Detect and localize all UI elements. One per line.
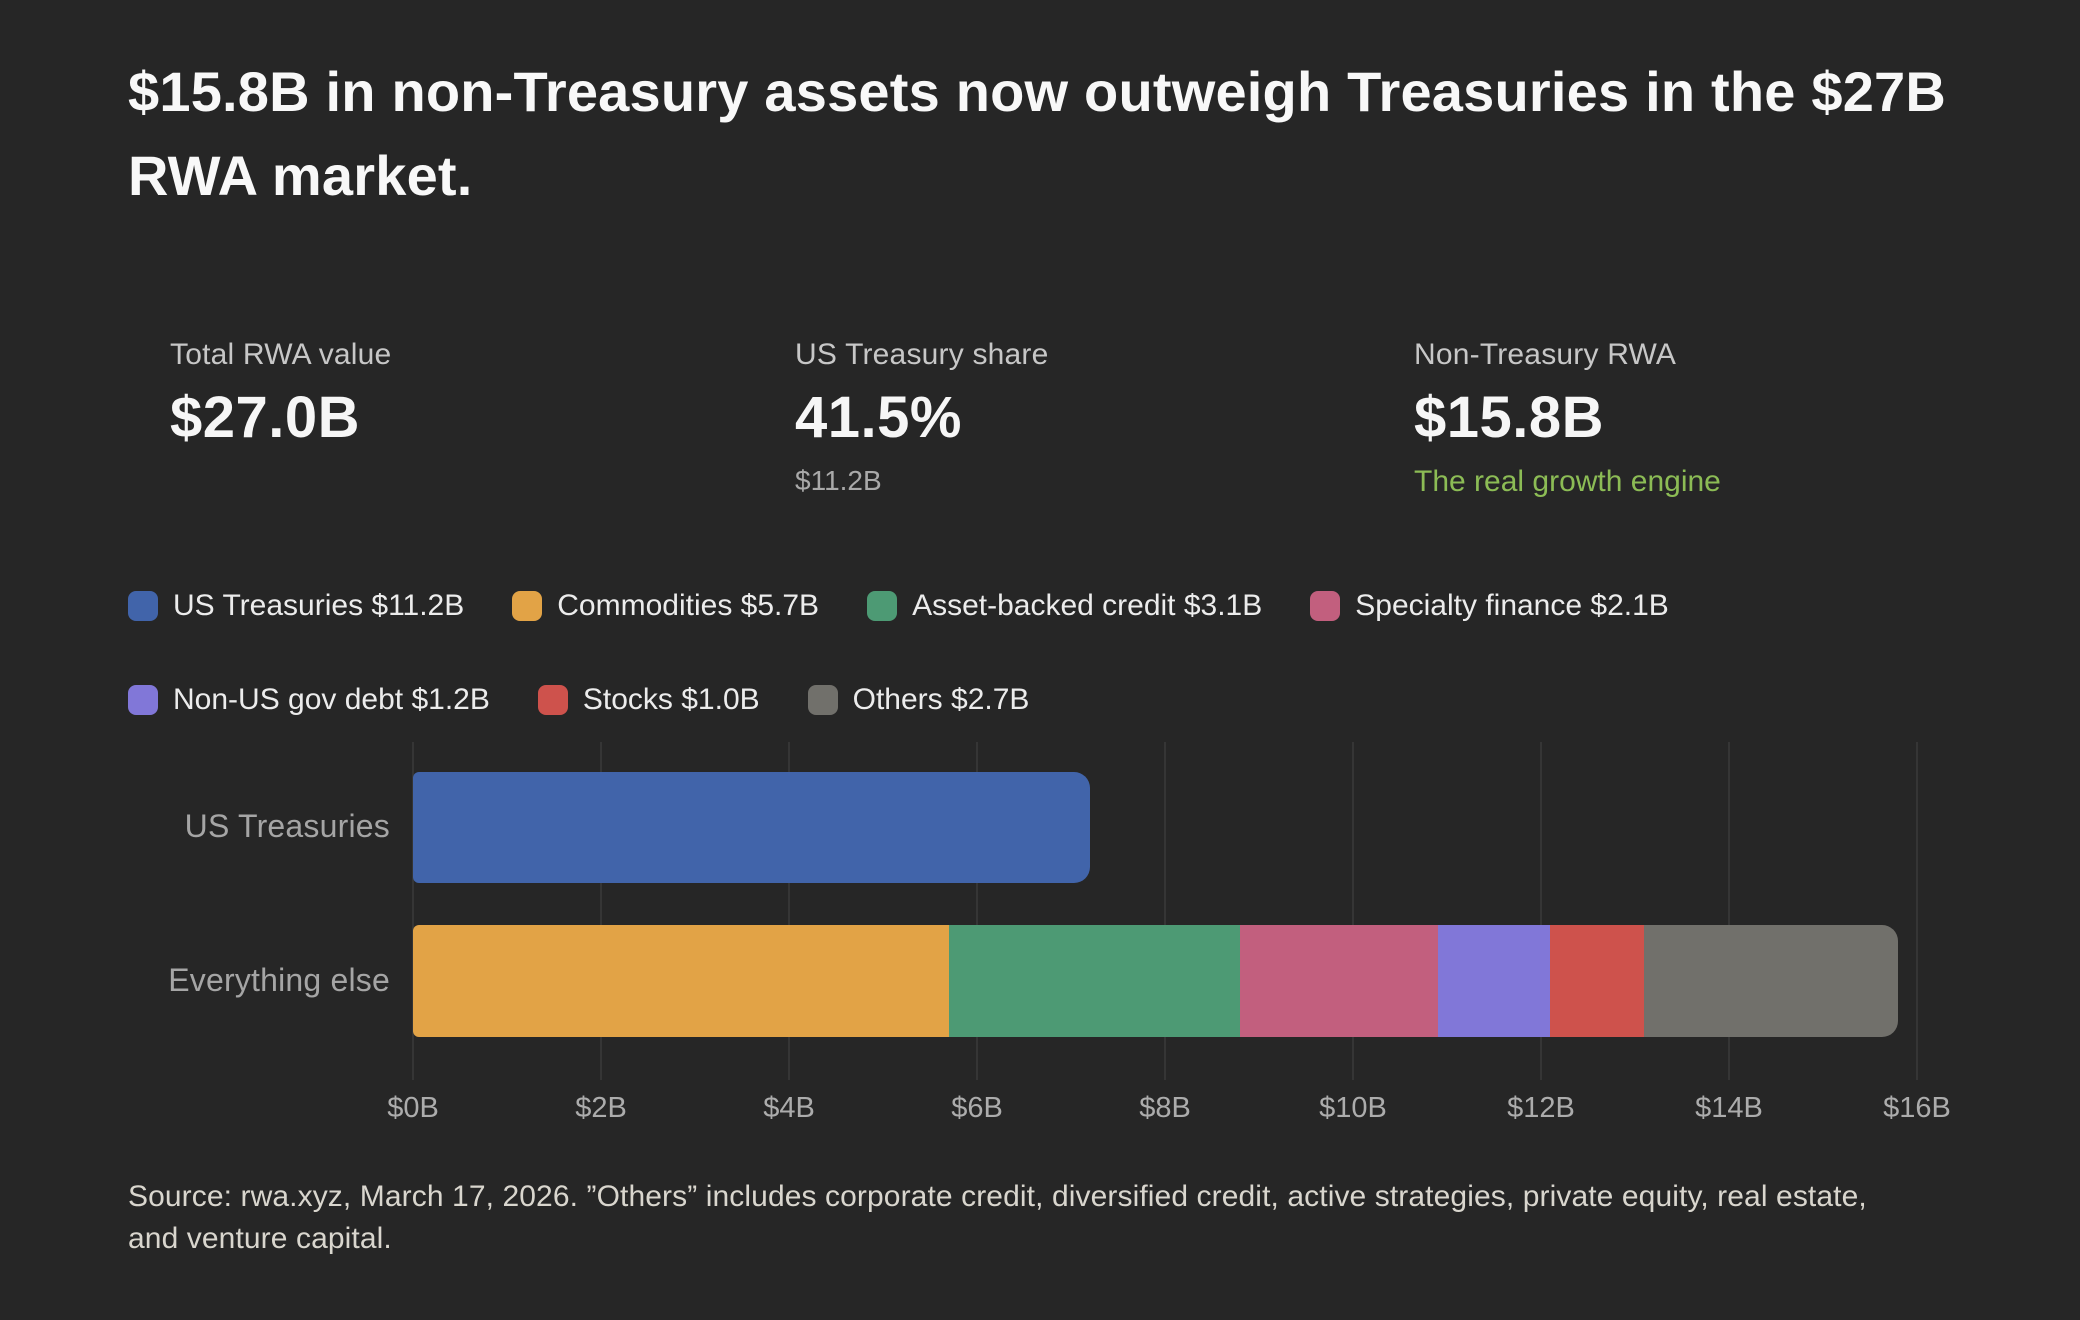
bar-segment-stocks [1550, 925, 1645, 1037]
stat-non-treasury-rwa: Non-Treasury RWA $15.8B The real growth … [1414, 338, 1721, 499]
legend-item-stocks-1-0b: Stocks $1.0B [537, 683, 760, 717]
row-label-us-treasuries: US Treasuries [184, 808, 390, 844]
x-axis-tick-label: $12B [1507, 1092, 1575, 1124]
bar-segment-commodities [413, 925, 949, 1037]
legend-label: Specialty finance $2.1B [1355, 589, 1669, 622]
plot-area [412, 742, 1918, 1080]
x-axis-labels: $0B $2B $4B $6B $8B $10B $12B $14B $16B [387, 1092, 1951, 1132]
bar-segment-others [1644, 925, 1899, 1037]
legend-item-asset-backed-credit-3-1b: Asset-backed credit $3.1B [867, 589, 1262, 623]
gridline [976, 742, 978, 1080]
gridline [1728, 742, 1730, 1080]
stat-value-total-rwa: $27.0B [170, 385, 361, 450]
x-axis-tick-label: $2B [575, 1092, 627, 1124]
stat-value-non-treasury: $15.8B [1414, 385, 1605, 450]
bar-everything-else [413, 925, 1899, 1037]
legend-swatch [807, 685, 838, 715]
gridline [1540, 742, 1542, 1080]
stat-label-non-treasury: Non-Treasury RWA [1414, 338, 1677, 371]
legend-label: Asset-backed credit $3.1B [912, 589, 1263, 622]
legend-label: Others $2.7B [852, 683, 1030, 716]
chart-legend: US Treasuries $11.2B Commodities $5.7B Ass… [128, 588, 1669, 718]
gridline [1916, 742, 1918, 1080]
stat-sub-growth-engine: The real growth engine [1414, 465, 1721, 498]
gridline [600, 742, 602, 1080]
legend-item-others-2-7b: Others $2.7B [807, 683, 1030, 717]
chart-title: $15.8B in non-Treasury assets now outwei… [128, 60, 1947, 207]
legend-label: US Treasuries $11.2B [173, 589, 465, 622]
x-axis-tick-label: $6B [951, 1092, 1003, 1124]
legend-label: Stocks $1.0B [582, 683, 760, 716]
legend-row-1: US Treasuries $11.2B Commodities $5.7B Ass… [128, 588, 1669, 624]
legend-label: Commodities $5.7B [557, 589, 820, 622]
x-axis-tick-label: $16B [1883, 1092, 1951, 1124]
stat-label-treasury-share: US Treasury share [795, 338, 1049, 371]
legend-swatch [537, 685, 568, 715]
legend-swatch [512, 591, 543, 621]
row-label-everything-else: Everything else [168, 962, 390, 998]
legend-swatch [1310, 591, 1341, 621]
stat-value-treasury-share: 41.5% [795, 385, 962, 450]
legend-swatch [128, 685, 158, 715]
gridline [1352, 742, 1354, 1080]
bar-segment-asset-backed-credit [948, 925, 1241, 1037]
legend-item-us-treasuries-11-2b: US Treasuries $11.2B [128, 589, 464, 623]
stat-total-rwa-value: Total RWA value $27.0B [170, 338, 391, 451]
legend-item-specialty-finance-2-1b: Specialty finance $2.1B [1310, 589, 1669, 623]
legend-item-non-us-gov-debt-1-2b: Non-US gov debt $1.2B [128, 683, 490, 717]
legend-swatch [867, 591, 898, 621]
x-axis-tick-label: $8B [1139, 1092, 1191, 1124]
bar-segment-non-us-gov-debt [1437, 925, 1551, 1037]
legend-item-commodities-5-7b: Commodities $5.7B [512, 589, 819, 623]
x-axis-tick-label: $4B [763, 1092, 815, 1124]
bar-segment-specialty-finance [1240, 925, 1438, 1037]
bar-segment-us-treasuries [413, 772, 1090, 883]
x-axis-tick-label: $10B [1319, 1092, 1387, 1124]
gridline [1164, 742, 1166, 1080]
stat-label-total-rwa: Total RWA value [170, 338, 392, 371]
gridline [412, 742, 414, 1080]
gridline [788, 742, 790, 1080]
bar-us-treasuries [413, 772, 1090, 883]
stat-sub-treasury-share: $11.2B [795, 465, 882, 496]
x-axis-tick-label: $0B [387, 1092, 439, 1124]
legend-swatch [128, 591, 158, 621]
stat-us-treasury-share: US Treasury share 41.5% $11.2B [795, 338, 1049, 497]
x-axis-tick-label: $14B [1695, 1092, 1763, 1124]
source-note: Source: rwa.xyz, March 17, 2026. ”Others… [128, 1180, 1867, 1255]
legend-label: Non-US gov debt $1.2B [173, 683, 490, 716]
legend-row-2: Non-US gov debt $1.2B Stocks $1.0B Others … [128, 682, 1669, 718]
